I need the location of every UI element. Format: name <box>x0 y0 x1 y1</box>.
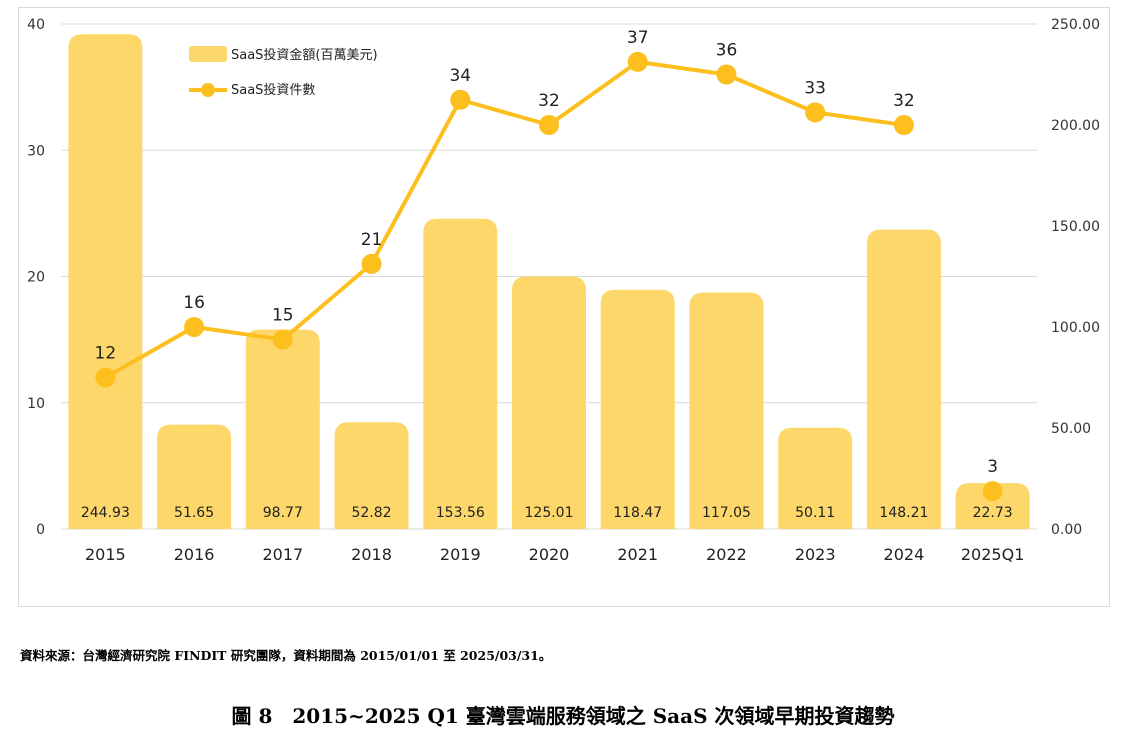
bar-value-label: 98.77 <box>263 505 303 521</box>
bar-value-label: 125.01 <box>525 505 574 521</box>
x-axis-tick-label: 2019 <box>440 545 481 564</box>
line-point-label: 16 <box>183 293 205 313</box>
line-point-label: 34 <box>449 66 471 86</box>
line-point-label: 32 <box>893 91 915 111</box>
line-point <box>95 367 116 388</box>
bar-value-label: 50.11 <box>795 505 835 521</box>
y-right-tick-label: 100.00 <box>1051 320 1100 336</box>
y-right-tick-label: 150.00 <box>1051 219 1100 235</box>
legend-label: SaaS投資金額(百萬美元) <box>231 47 378 63</box>
bar <box>157 424 232 529</box>
line-point-label: 21 <box>361 230 383 250</box>
bar <box>600 289 675 529</box>
line-point <box>982 481 1003 502</box>
y-right-tick-label: 250.00 <box>1051 17 1100 33</box>
line-point <box>184 317 205 337</box>
legend-label: SaaS投資件數 <box>231 82 315 98</box>
line-point <box>716 64 737 85</box>
bar-value-label: 148.21 <box>879 505 928 521</box>
line-point <box>272 329 293 350</box>
y-left-tick-label: 20 <box>27 270 45 286</box>
bar <box>778 427 853 529</box>
y-left-tick-label: 40 <box>27 17 45 33</box>
legend-bar-swatch <box>189 46 227 62</box>
bar-value-label: 117.05 <box>702 505 751 521</box>
bar <box>68 34 143 530</box>
line-point-label: 32 <box>538 91 560 111</box>
legend-marker <box>201 83 215 97</box>
x-axis-tick-label: 2017 <box>262 545 303 564</box>
bar <box>866 229 941 530</box>
bar-value-label: 52.82 <box>351 505 391 521</box>
y-left-tick-label: 0 <box>36 522 45 538</box>
y-right-tick-label: 50.00 <box>1051 421 1091 437</box>
y-right-tick-label: 0.00 <box>1051 522 1082 538</box>
bar <box>245 329 320 529</box>
chart-svg: 0 10 20 30 40 0.00 50.00 100.00 150.00 200.00 250.… <box>27 17 1100 564</box>
x-axis-tick-label: 2015 <box>85 545 126 564</box>
line-point <box>805 102 826 123</box>
chart-frame: 0 10 20 30 40 0.00 50.00 100.00 150.00 200.00 250.… <box>18 7 1110 607</box>
y-right-tick-label: 200.00 <box>1051 118 1100 134</box>
bar-value-label: 244.93 <box>81 505 130 521</box>
line-point <box>539 115 559 135</box>
x-axis-tick-label: 2018 <box>351 545 392 564</box>
bar-value-label: 153.56 <box>436 505 485 521</box>
bar <box>689 292 764 529</box>
x-axis-tick-label: 2021 <box>617 545 658 564</box>
x-axis-tick-label: 2020 <box>529 545 570 564</box>
x-axis-tick-label: 2016 <box>174 545 215 564</box>
y-left-tick-label: 10 <box>27 396 45 412</box>
x-axis-tick-label: 2023 <box>795 545 836 564</box>
bar-value-label: 51.65 <box>174 505 214 521</box>
line-point-label: 33 <box>804 78 826 98</box>
bar-value-label: 22.73 <box>973 505 1013 521</box>
line-point-label: 15 <box>272 306 294 326</box>
bar <box>955 483 1030 529</box>
line-point-label: 3 <box>987 457 998 477</box>
y-left-tick-label: 30 <box>27 143 45 159</box>
line-point <box>450 89 471 110</box>
line-point-label: 36 <box>716 41 738 61</box>
line-point-label: 37 <box>627 28 649 48</box>
line-point <box>627 51 648 72</box>
line-point <box>361 253 382 274</box>
source-note: 資料來源：台灣經濟研究院 FINDIT 研究團隊，資料期間為 2015/01/0… <box>20 648 552 663</box>
line-point <box>893 115 914 135</box>
bar-value-label: 118.47 <box>613 505 662 521</box>
bar <box>512 276 586 529</box>
series-line <box>104 59 905 380</box>
figure-caption: 圖 8 2015~2025 Q1 臺灣雲端服務領域之 SaaS 次領域早期投資趨… <box>231 704 895 728</box>
x-axis-tick-label: 2024 <box>884 545 925 564</box>
bar <box>423 218 498 529</box>
x-axis-tick-label: 2022 <box>706 545 747 564</box>
line-point-label: 12 <box>95 344 117 364</box>
x-axis-tick-label: 2025Q1 <box>961 545 1025 564</box>
bar <box>334 422 409 529</box>
